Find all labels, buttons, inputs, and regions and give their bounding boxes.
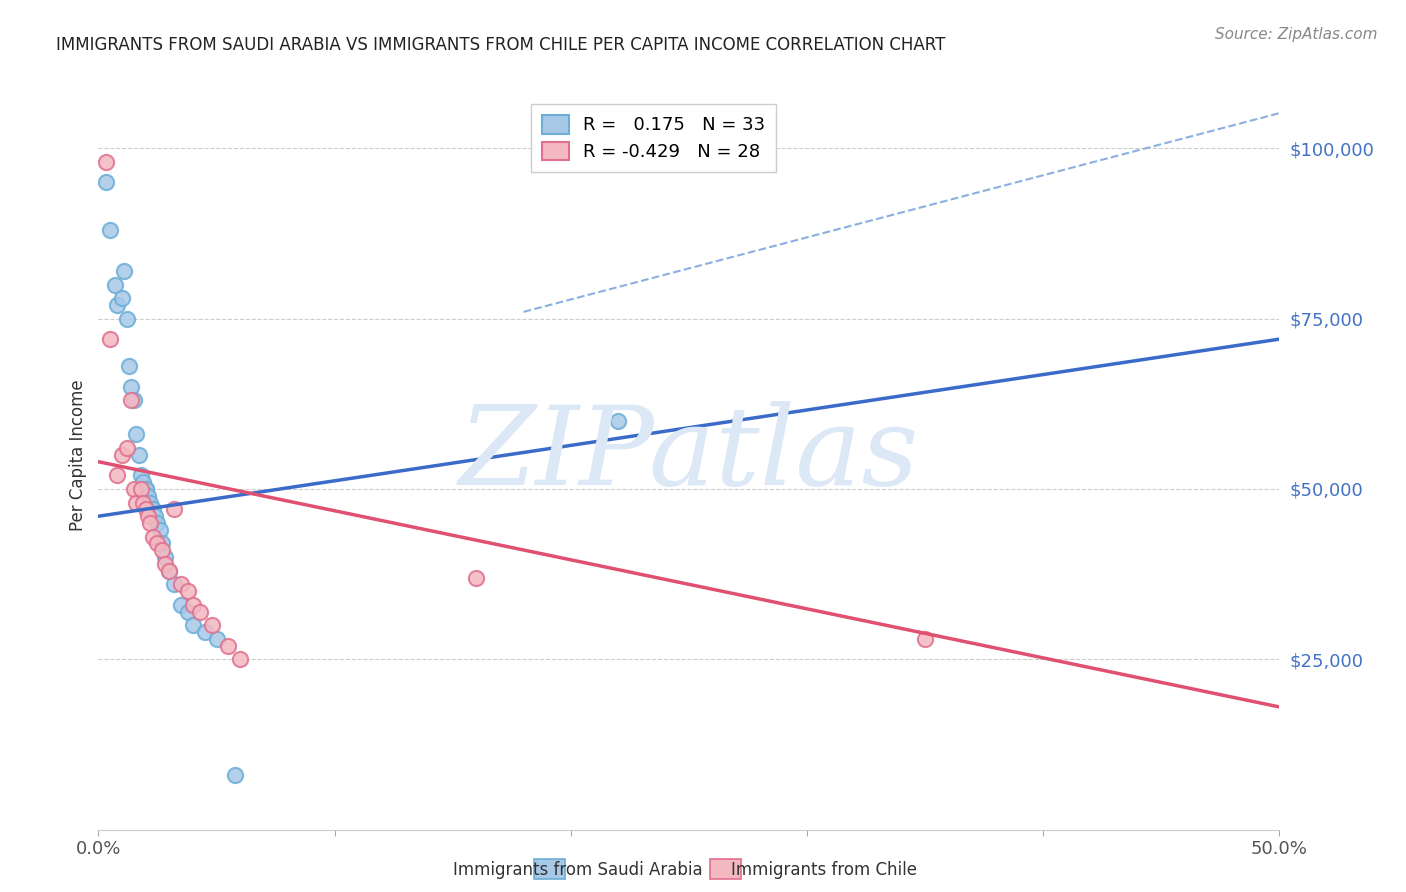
Y-axis label: Per Capita Income: Per Capita Income: [69, 379, 87, 531]
Point: [122, 393, 145, 408]
Point: [150, 543, 173, 558]
Point: [142, 530, 165, 544]
Point: [163, 502, 186, 516]
Point: [115, 311, 138, 326]
Point: [111, 448, 134, 462]
Point: [194, 625, 217, 640]
Point: [607, 414, 630, 428]
Point: [146, 536, 169, 550]
Point: [136, 509, 159, 524]
Point: [150, 536, 173, 550]
Point: [121, 393, 143, 408]
Point: [105, 468, 128, 483]
Text: Source: ZipAtlas.com: Source: ZipAtlas.com: [1215, 27, 1378, 42]
Point: [139, 516, 162, 530]
Point: [94, 176, 117, 190]
Point: [205, 632, 228, 646]
Point: [142, 502, 165, 516]
Point: [188, 605, 211, 619]
Point: [143, 509, 166, 524]
Point: [118, 359, 141, 374]
Point: [135, 482, 157, 496]
Point: [135, 502, 157, 516]
Point: [177, 605, 200, 619]
Point: [170, 598, 193, 612]
Point: [121, 380, 143, 394]
Point: [149, 523, 172, 537]
Point: [146, 516, 169, 530]
Point: [94, 155, 117, 169]
Point: [104, 277, 127, 292]
Text: IMMIGRANTS FROM SAUDI ARABIA VS IMMIGRANTS FROM CHILE PER CAPITA INCOME CORRELAT: IMMIGRANTS FROM SAUDI ARABIA VS IMMIGRAN…: [56, 36, 946, 54]
Point: [139, 495, 162, 509]
Point: [181, 618, 204, 632]
Point: [112, 264, 135, 278]
Point: [111, 291, 134, 305]
Point: [465, 570, 488, 584]
Point: [229, 652, 252, 666]
Text: Immigrants from Chile: Immigrants from Chile: [731, 861, 917, 879]
Point: [157, 564, 180, 578]
Point: [170, 577, 193, 591]
Point: [136, 489, 159, 503]
Text: ZIPatlas: ZIPatlas: [458, 401, 920, 508]
Legend: R =   0.175   N = 33, R = -0.429   N = 28: R = 0.175 N = 33, R = -0.429 N = 28: [531, 104, 776, 172]
Point: [125, 495, 148, 509]
Point: [128, 448, 150, 462]
Point: [129, 482, 152, 496]
Point: [132, 475, 155, 490]
Point: [153, 550, 176, 565]
Point: [217, 639, 239, 653]
Point: [181, 598, 204, 612]
Point: [115, 441, 138, 455]
Point: [122, 482, 145, 496]
Point: [105, 298, 128, 312]
Point: [98, 332, 121, 346]
Point: [914, 632, 936, 646]
Point: [153, 557, 176, 571]
Point: [177, 584, 200, 599]
Point: [135, 482, 157, 496]
Point: [98, 223, 121, 237]
Point: [132, 495, 155, 509]
Point: [224, 768, 246, 782]
Point: [163, 577, 186, 591]
Point: [157, 564, 180, 578]
Point: [201, 618, 224, 632]
Point: [125, 427, 148, 442]
Point: [129, 468, 152, 483]
Text: Immigrants from Saudi Arabia: Immigrants from Saudi Arabia: [453, 861, 703, 879]
